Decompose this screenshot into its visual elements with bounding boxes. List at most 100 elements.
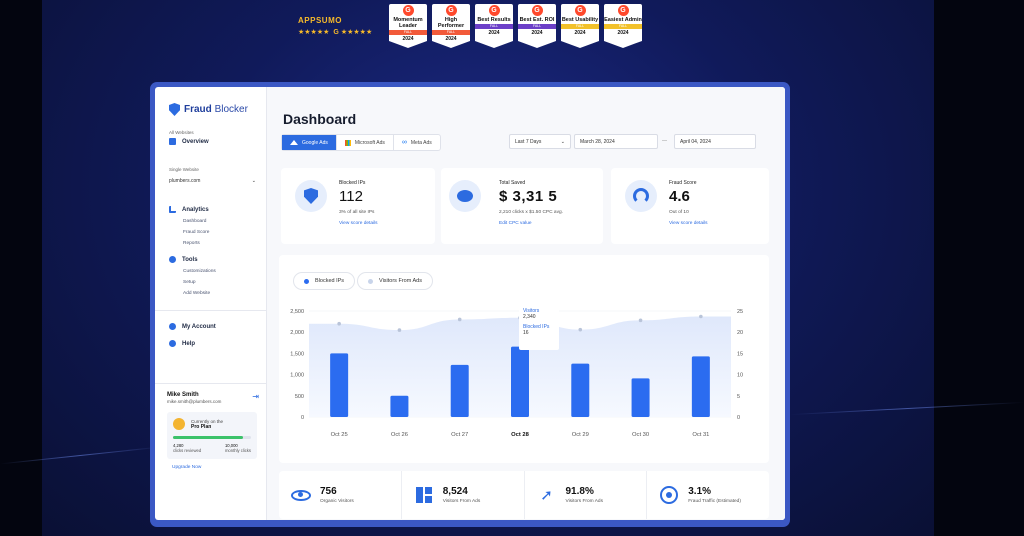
stat-label: Visitors From Ads	[565, 499, 604, 504]
sidebar-item-add-website[interactable]: Add Website	[183, 291, 211, 296]
visitors-point[interactable]	[397, 328, 402, 332]
blocked-ips-bar[interactable]	[330, 353, 349, 417]
summary-card: 756 Organic Visitors 8,524 Visitors From A…	[279, 471, 769, 519]
visitors-point[interactable]	[638, 318, 643, 323]
sidebar-item-fraud-score[interactable]: Fraud Score	[183, 230, 210, 235]
g2-stars: ★★★★★	[340, 29, 373, 36]
logout-icon[interactable]: ⇥	[252, 392, 259, 401]
visitors-point[interactable]	[337, 321, 341, 326]
blocked-ips-bar[interactable]	[511, 346, 529, 417]
end-date-input[interactable]: April 04, 2024	[674, 134, 756, 149]
coin-icon	[173, 418, 185, 430]
g2-logo-icon: G	[445, 5, 457, 16]
badge-year: 2024	[531, 30, 543, 36]
gauge-icon	[633, 188, 649, 204]
help-icon	[169, 340, 176, 347]
tab-label: Microsoft Ads	[354, 139, 385, 146]
tab-meta-ads[interactable]: ∞ Meta Ads	[394, 135, 440, 150]
blocked-ips-bar[interactable]	[691, 356, 710, 417]
tab-google-ads[interactable]: Google Ads	[282, 135, 337, 150]
visitors-point[interactable]	[578, 327, 583, 332]
fraud-traffic-stat: 3.1% Fraud Traffic (Estimated)	[647, 471, 769, 519]
clicks-reviewed-label: clicks reviewed	[173, 448, 202, 453]
sidebar-item-help[interactable]: Help	[155, 340, 266, 347]
g2-badge: G High Performer FALL 2024	[432, 4, 470, 48]
brand-logo[interactable]: Fraud Blocker	[155, 87, 266, 116]
badge-season: FALL	[561, 24, 599, 29]
sidebar-item-reports[interactable]: Reports	[183, 241, 200, 246]
stat-label: Fraud Score	[669, 180, 697, 186]
total-saved-card: Total Saved $ 3,31 5 2,210 clicks x $1.5…	[441, 168, 603, 244]
x-tick-label: Oct 27	[451, 432, 468, 438]
appsumo-logo: APPSUMO	[298, 16, 342, 25]
start-date-input[interactable]: March 28, 2024	[574, 134, 658, 149]
y-right-tick-label: 10	[737, 373, 743, 379]
stat-value: 4.6	[669, 188, 690, 205]
plan-name: Pro Plan	[191, 423, 212, 430]
x-tick-label: Oct 25	[331, 432, 348, 438]
chevron-down-icon: ⌄	[560, 138, 565, 145]
blocked-ips-bar[interactable]	[390, 395, 409, 417]
upgrade-link[interactable]: Upgrade Now	[172, 465, 202, 470]
website-select[interactable]: plumbers.com ⌄	[169, 178, 256, 188]
blocked-ips-card: Blocked IPs 112 3% of all site IPs View …	[281, 168, 435, 244]
piggy-bank-icon	[457, 190, 473, 202]
sidebar-item-label: Analytics	[182, 206, 209, 213]
badge-season: FALL	[432, 30, 470, 35]
sidebar-item-dashboard[interactable]: Dashboard	[183, 219, 207, 224]
visitors-point[interactable]	[457, 317, 462, 322]
sidebar-item-tools[interactable]: Tools	[155, 256, 266, 263]
chart-tooltip: Visitors 2,340 Blocked IPs 16	[519, 306, 559, 350]
legend-blocked-ips[interactable]: Blocked IPs	[293, 272, 356, 290]
sidebar-item-overview[interactable]: Overview	[155, 138, 266, 145]
tooltip-visitors-label: Visitors	[523, 308, 540, 314]
blocked-ips-bar[interactable]	[450, 364, 469, 417]
brand-name-bold: Fraud	[184, 104, 212, 115]
g2-badge: G Best Usability FALL 2024	[561, 4, 599, 48]
stat-value: 756	[320, 486, 337, 497]
date-range-select[interactable]: Last 7 Days ⌄	[509, 134, 571, 149]
x-tick-label: Oct 29	[572, 432, 589, 438]
y-right-tick-label: 20	[737, 330, 743, 336]
awards-strip: APPSUMO ★★★★★ G ★★★★★ G Momentum Leader FA…	[298, 4, 642, 48]
sidebar-item-my-account[interactable]: My Account	[155, 323, 266, 330]
y-left-tick-label: 2,500	[290, 309, 304, 315]
eye-icon	[291, 485, 311, 505]
piggy-bank-icon-wrap	[449, 180, 481, 212]
main-content: Dashboard Google Ads Microsoft Ads ∞ Meta…	[267, 87, 785, 520]
view-score-details-link[interactable]: View score details	[669, 221, 708, 226]
y-left-tick-label: 1,000	[290, 373, 304, 379]
user-icon	[169, 323, 176, 330]
badge-title: High Performer	[437, 17, 465, 29]
g2-badge: G Momentum Leader FALL 2024	[389, 4, 427, 48]
plan-usage-fill	[173, 436, 244, 439]
badge-title: Easiest Admin	[604, 17, 642, 23]
g2-badge: G Easiest Admin FALL 2024	[604, 4, 642, 48]
stat-value: 3.1%	[688, 486, 712, 497]
stat-value: 8,524	[442, 486, 468, 497]
sidebar-item-setup[interactable]: Setup	[183, 280, 196, 285]
g2-logo-icon: G	[402, 5, 414, 16]
single-website-label: Single Website	[169, 167, 199, 172]
stat-value: $ 3,31 5	[499, 188, 558, 205]
legend-visitors-from-ads[interactable]: Visitors From Ads	[357, 272, 433, 290]
y-left-tick-label: 1,500	[290, 351, 304, 357]
view-score-details-link[interactable]: View score details	[339, 221, 378, 226]
badge-title: Best Est. ROI	[519, 17, 555, 23]
plan-usage-bar	[173, 436, 251, 439]
visitors-point[interactable]	[699, 314, 703, 319]
tab-microsoft-ads[interactable]: Microsoft Ads	[337, 135, 394, 150]
blocked-ips-bar[interactable]	[571, 363, 590, 417]
blocked-ips-bar[interactable]	[631, 378, 650, 417]
appsumo-rating: APPSUMO ★★★★★ G ★★★★★	[298, 16, 384, 36]
x-tick-label: Oct 26	[391, 432, 408, 438]
sidebar-item-label: Tools	[182, 256, 198, 263]
stat-label: Total Saved	[499, 180, 526, 186]
visitors-from-ads-stat: 8,524 Visitors From Ads	[402, 471, 525, 519]
stat-label: Visitors From Ads	[442, 499, 481, 504]
sidebar-item-analytics[interactable]: Analytics	[155, 206, 266, 213]
y-left-tick-label: 500	[295, 394, 304, 400]
sidebar-item-customizations[interactable]: Customizations	[183, 269, 216, 274]
edit-cpc-link[interactable]: Edit CPC value	[499, 221, 532, 226]
y-right-tick-label: 0	[737, 415, 740, 421]
